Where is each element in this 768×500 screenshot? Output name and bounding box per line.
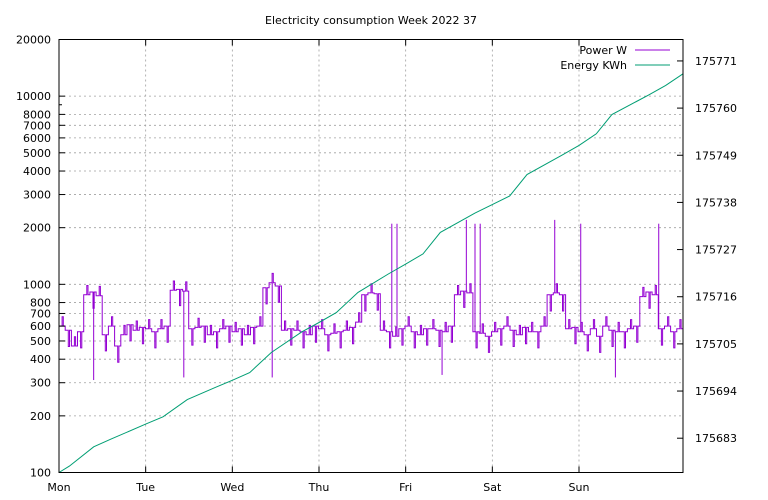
x-tick-label: Mon (47, 481, 70, 494)
right-tick-label: 175716 (695, 291, 737, 304)
left-tick-label: 200 (30, 410, 51, 423)
left-tick-label: 10000 (16, 90, 51, 103)
legend-label: Power W (579, 44, 627, 57)
left-tick-label: 2000 (23, 222, 51, 235)
x-axis-ticks: Mon Tue Wed Thu Fri Sat Sun (47, 39, 590, 494)
x-tick-label: Thu (308, 481, 330, 494)
left-tick-label: 300 (30, 377, 51, 390)
left-tick-label: 7000 (23, 119, 51, 132)
x-tick-label: Fri (399, 481, 412, 494)
right-tick-label: 175738 (695, 196, 737, 209)
right-tick-label: 175749 (695, 149, 737, 162)
right-axis-ticks: 175683 175694 175705 175716 175727 175738 1757… (677, 55, 737, 445)
left-tick-label: 20000 (16, 34, 51, 47)
left-tick-label: 600 (30, 320, 51, 333)
legend-label: Energy KWh (560, 59, 627, 72)
left-tick-label: 800 (30, 297, 51, 310)
left-tick-label: 700 (30, 307, 51, 320)
right-tick-label: 175771 (695, 55, 737, 68)
left-tick-label: 400 (30, 353, 51, 366)
left-tick-label: 3000 (23, 189, 51, 202)
left-tick-label: 8000 (23, 108, 51, 121)
left-tick-label: 100 (30, 467, 51, 480)
x-tick-label: Tue (135, 481, 155, 494)
right-tick-label: 175760 (695, 102, 737, 115)
left-tick-label: 1000 (23, 278, 51, 291)
chart-grid (59, 39, 683, 473)
x-tick-label: Wed (220, 481, 244, 494)
left-tick-label: 500 (30, 335, 51, 348)
left-tick-label: 5000 (23, 147, 51, 160)
series-line-energy (58, 73, 684, 473)
x-tick-label: Sun (569, 481, 590, 494)
chart-legend: Power W Energy KWh (560, 44, 670, 72)
chart-title: Electricity consumption Week 2022 37 (265, 14, 477, 27)
right-tick-label: 175727 (695, 244, 737, 257)
right-tick-label: 175683 (695, 432, 737, 445)
right-tick-label: 175694 (695, 385, 737, 398)
left-tick-label: 4000 (23, 165, 51, 178)
right-tick-label: 175705 (695, 338, 737, 351)
left-tick-label: 6000 (23, 132, 51, 145)
plot-frame (58, 39, 684, 473)
series-line-power (59, 272, 683, 363)
chart-series (58, 73, 684, 473)
x-tick-label: Sat (483, 481, 502, 494)
